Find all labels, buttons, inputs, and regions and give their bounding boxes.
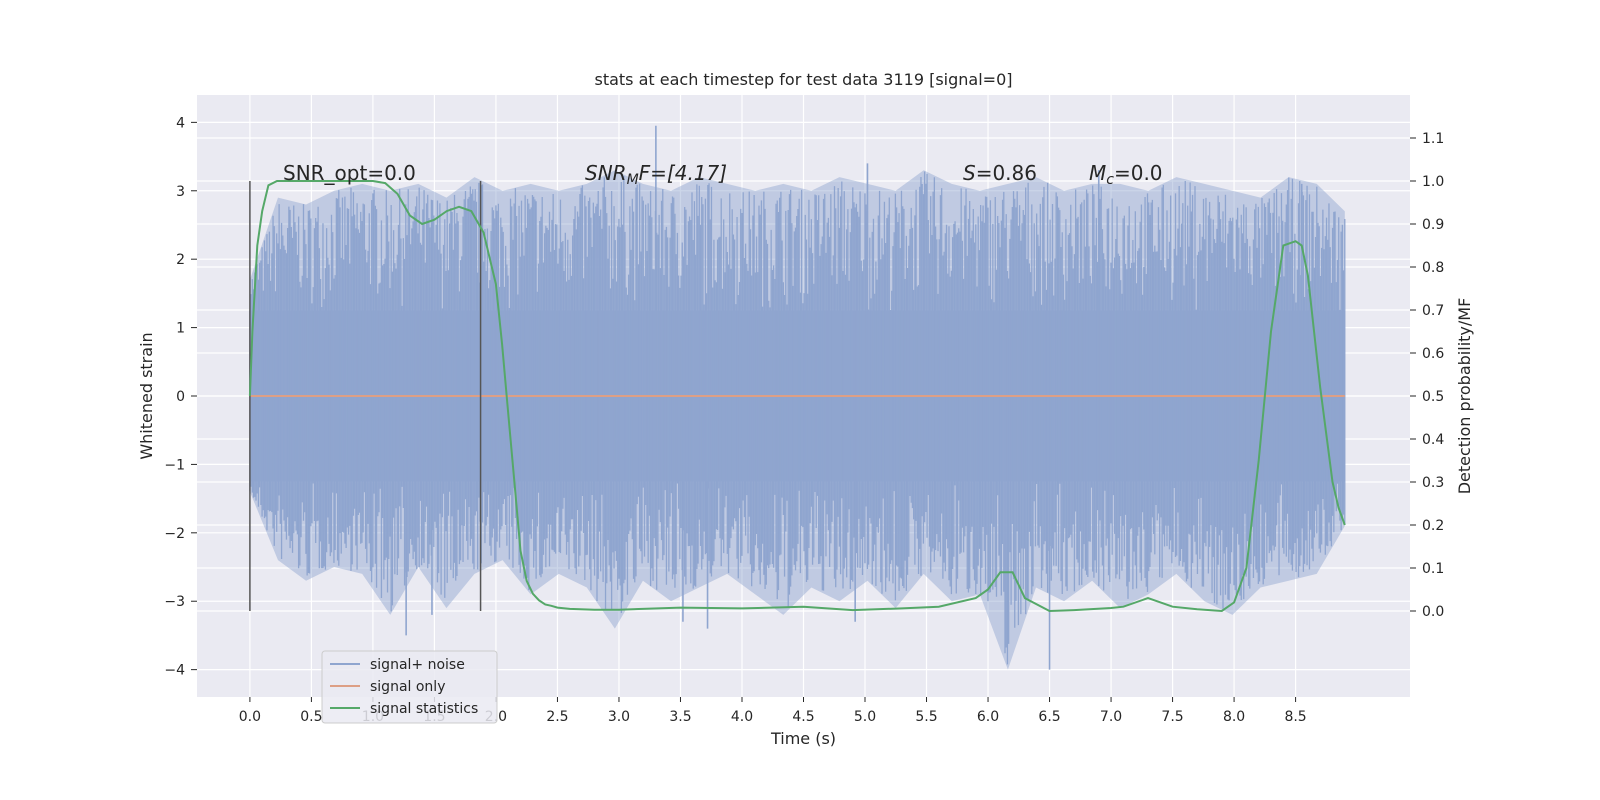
annotation-snr-mf-rest: F=[4.17] (639, 161, 727, 185)
x-tick-label: 2.5 (546, 709, 568, 725)
legend-label-signal-only: signal only (370, 679, 445, 695)
annotation-s-var: S (963, 161, 976, 185)
y-right-tick-label: 0.6 (1422, 346, 1444, 362)
y-right-tick-label: 0.1 (1422, 561, 1444, 577)
signal-statistics-series (248, 180, 1346, 613)
legend-label-signal-statistics: signal statistics (370, 701, 478, 717)
signal-noise-series (249, 125, 1346, 670)
annotation-mc: Mc=0.0 (1089, 161, 1163, 188)
y-tick-label: −3 (164, 594, 185, 610)
signal-statistics-line (248, 180, 1346, 613)
y-tick-label: 2 (176, 252, 185, 268)
x-tick-label: 5.5 (915, 709, 937, 725)
annotation-mc-sub: c (1106, 172, 1114, 188)
y-tick-label: −4 (164, 663, 185, 679)
x-tick-label: 7.5 (1161, 709, 1183, 725)
x-tick-label: 5.0 (854, 709, 876, 725)
x-tick-label: 8.0 (1223, 709, 1245, 725)
y-right-tick-label: 0.9 (1422, 217, 1444, 233)
y-tick-label: 4 (176, 115, 185, 131)
chart-title: stats at each timestep for test data 311… (594, 70, 1012, 89)
x-tick-label: 0.5 (300, 709, 322, 725)
legend-label-signal-noise: signal+ noise (370, 657, 465, 673)
annotation-snr-opt: SNR_opt=0.0 (283, 161, 416, 185)
x-tick-label: 4.5 (792, 709, 814, 725)
y-tick-label: 1 (176, 321, 185, 337)
y-right-tick-label: 0.0 (1422, 604, 1444, 620)
annotation-snr-mf-sub: M (627, 172, 639, 188)
x-tick-label: 8.5 (1284, 709, 1306, 725)
y-axis-label-right: Detection probability/MF (1455, 298, 1474, 495)
annotation-s: S=0.86 (963, 161, 1037, 185)
y-tick-label: 3 (176, 184, 185, 200)
x-tick-label: 6.5 (1038, 709, 1060, 725)
y-right-tick-label: 0.8 (1422, 260, 1444, 276)
x-tick-label: 0.0 (239, 709, 261, 725)
annotation-snr-mf: SNRMF=[4.17] (585, 161, 727, 188)
annotations: SNR_opt=0.0 SNRMF=[4.17] S=0.86 Mc=0.0 (283, 161, 1163, 188)
annotation-mc-val: =0.0 (1114, 161, 1163, 185)
y-tick-label: −1 (164, 457, 185, 473)
vertical-markers (249, 181, 482, 611)
x-tick-label: 7.0 (1100, 709, 1122, 725)
y-right-tick-label: 0.5 (1422, 389, 1444, 405)
annotation-s-val: =0.86 (976, 161, 1037, 185)
y-tick-label: 0 (176, 389, 185, 405)
y-axis-label: Whitened strain (137, 332, 156, 459)
x-tick-label: 4.0 (731, 709, 753, 725)
x-tick-label: 3.0 (608, 709, 630, 725)
annotation-snr-mf-base: SNR (585, 161, 627, 185)
legend-box (321, 650, 498, 724)
y-right-tick-label: 1.0 (1422, 174, 1444, 190)
y-right-tick-label: 0.4 (1422, 432, 1444, 448)
legend: signal+ noise signal only signal statist… (321, 650, 498, 724)
y-right-tick-label: 0.3 (1422, 475, 1444, 491)
annotation-mc-var: M (1089, 161, 1106, 185)
y-right-tick-label: 0.7 (1422, 303, 1444, 319)
y-tick-label: −2 (164, 526, 185, 542)
y-right-tick-label: 0.2 (1422, 518, 1444, 534)
x-axis-label: Time (s) (770, 729, 836, 748)
x-tick-label: 6.0 (977, 709, 999, 725)
y-right-tick-label: 1.1 (1422, 131, 1444, 147)
x-tick-label: 3.5 (669, 709, 691, 725)
